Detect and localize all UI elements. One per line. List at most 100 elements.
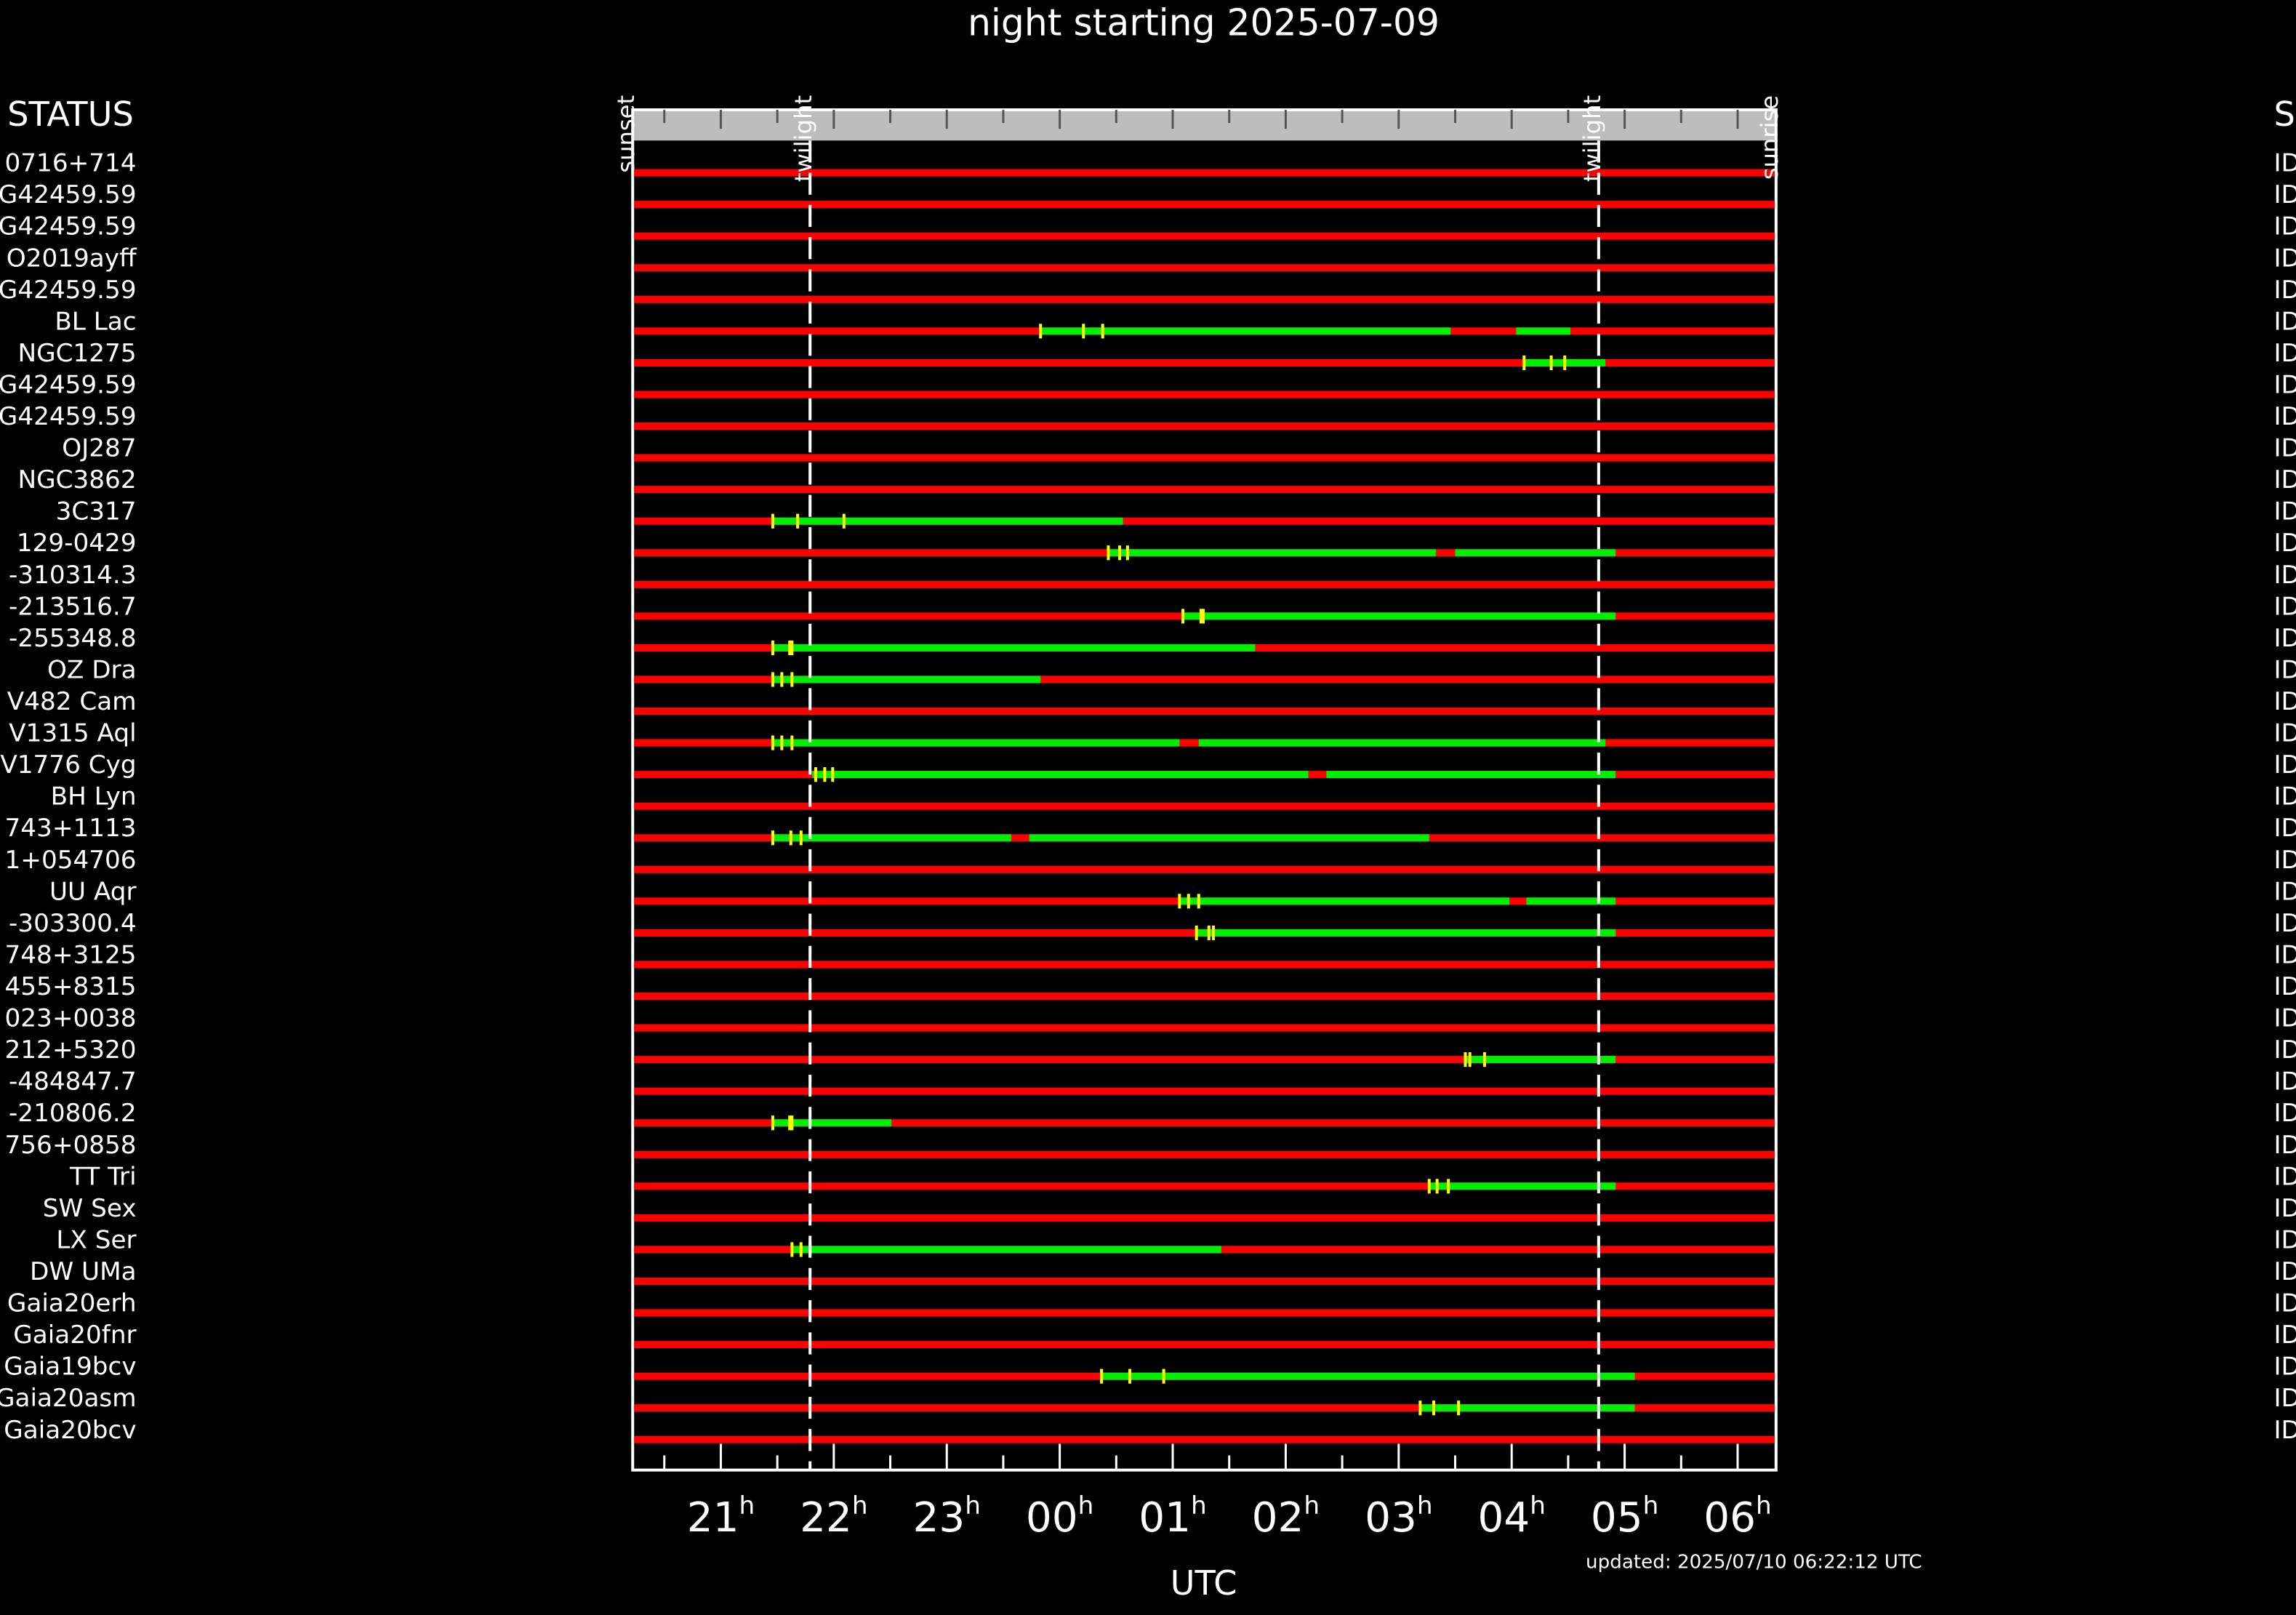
row-label: -484847.7 <box>9 1067 137 1097</box>
x-tick-label: 05h <box>1591 1491 1658 1542</box>
row-label: NGC1275 <box>18 339 137 368</box>
row-status: ID <box>2273 1321 2296 1350</box>
row-label: 756+0858 <box>5 1131 137 1160</box>
row-status: ID <box>2273 782 2296 811</box>
x-tick-label: 04h <box>1477 1491 1545 1542</box>
row-status: ID <box>2273 846 2296 875</box>
row-label: TT Tri <box>69 1162 137 1191</box>
observable-window <box>772 834 1011 842</box>
row-status: ID <box>2273 1225 2296 1254</box>
x-axis-label: UTC <box>1171 1563 1237 1603</box>
observable-window <box>1420 1404 1635 1412</box>
x-tick-unit: h <box>1530 1491 1546 1520</box>
x-tick-label: 06h <box>1703 1491 1771 1542</box>
observable-window <box>1182 612 1616 620</box>
row-status: ID <box>2273 180 2296 209</box>
row-label: G42459.59 <box>0 370 137 399</box>
row-status: ID <box>2273 1194 2296 1223</box>
x-tick-unit: h <box>852 1491 868 1520</box>
row-label: Gaia19bcv <box>4 1352 136 1382</box>
row-label: V1315 Aql <box>9 719 136 748</box>
row-label: V1776 Cyg <box>0 750 136 780</box>
x-tick-number: 03 <box>1365 1494 1417 1542</box>
row-status: ID <box>2273 465 2296 494</box>
row-status: ID <box>2273 1352 2296 1382</box>
row-label: 1+054706 <box>5 846 137 875</box>
observable-window <box>1429 1182 1616 1190</box>
x-tick-number: 00 <box>1026 1494 1078 1542</box>
row-label: OZ Dra <box>47 655 137 684</box>
row-label: V482 Cam <box>7 687 137 716</box>
row-status: ID <box>2273 655 2296 684</box>
x-tick-unit: h <box>1078 1491 1094 1520</box>
row-label: 129-0429 <box>17 529 137 558</box>
top-band <box>633 110 1776 141</box>
x-tick-unit: h <box>1304 1491 1320 1520</box>
row-label: UU Aqr <box>49 877 137 906</box>
observable-window <box>772 644 1256 652</box>
row-label: G42459.59 <box>0 212 137 241</box>
row-label: 3C317 <box>56 497 137 526</box>
row-label: -213516.7 <box>9 592 137 621</box>
x-tick-unit: h <box>1191 1491 1207 1520</box>
x-tick-number: 21 <box>687 1494 739 1542</box>
row-label: LX Ser <box>56 1225 137 1254</box>
marker-label: sunset <box>612 95 640 173</box>
row-status: ID <box>2273 1257 2296 1286</box>
row-status: ID <box>2273 529 2296 558</box>
observable-window <box>1526 897 1616 905</box>
row-label: -303300.4 <box>9 909 137 938</box>
row-label: G42459.59 <box>0 276 137 305</box>
row-status: ID <box>2273 1384 2296 1413</box>
x-tick-unit: h <box>739 1491 755 1520</box>
observable-window <box>812 771 1309 779</box>
row-status: ID <box>2273 592 2296 621</box>
row-label: O2019ayff <box>7 244 137 273</box>
observable-window <box>772 1119 892 1127</box>
row-label: BH Lyn <box>51 782 137 811</box>
row-label: -210806.2 <box>9 1099 137 1128</box>
observable-window <box>1108 549 1437 557</box>
row-status: ID <box>2273 307 2296 336</box>
chart-title: night starting 2025-07-09 <box>968 1 1440 44</box>
plot-frame <box>631 108 1778 1472</box>
marker-label: twilight <box>1578 95 1606 182</box>
row-status: ID <box>2273 402 2296 431</box>
row-status: ID <box>2273 687 2296 716</box>
row-status: ID <box>2273 370 2296 399</box>
row-status: ID <box>2273 339 2296 368</box>
row-label: 212+5320 <box>5 1035 137 1065</box>
observable-window <box>1101 1372 1635 1380</box>
observable-window <box>1040 327 1451 335</box>
row-label: Gaia20fnr <box>13 1321 137 1350</box>
row-label: Gaia20asm <box>0 1384 137 1413</box>
row-status: ID <box>2273 1289 2296 1318</box>
row-label: 023+0038 <box>5 1004 137 1033</box>
row-label: 743+1113 <box>5 814 137 843</box>
row-status: ID <box>2273 877 2296 906</box>
row-status: ID <box>2273 497 2296 526</box>
x-tick-label: 01h <box>1139 1491 1206 1542</box>
row-label: 0716+714 <box>5 149 137 178</box>
x-tick-number: 01 <box>1139 1494 1191 1542</box>
row-status: ID <box>2273 1004 2296 1033</box>
observable-window <box>1516 327 1571 335</box>
x-tick-unit: h <box>1417 1491 1433 1520</box>
observable-window <box>1029 834 1429 842</box>
row-status: ID <box>2273 624 2296 653</box>
x-tick-number: 05 <box>1591 1494 1643 1542</box>
observable-window <box>1198 739 1606 747</box>
observable-window <box>772 739 1180 747</box>
right-header: S <box>2273 95 2295 134</box>
observable-window <box>1465 1056 1616 1064</box>
x-tick-label: 22h <box>800 1491 867 1542</box>
row-status: ID <box>2273 149 2296 178</box>
observable-window <box>772 676 1041 684</box>
row-status: ID <box>2273 212 2296 241</box>
row-label: OJ287 <box>62 434 136 463</box>
left-header: STATUS <box>7 95 134 134</box>
row-label: 748+3125 <box>5 940 137 969</box>
x-tick-number: 22 <box>800 1494 852 1542</box>
x-tick-label: 21h <box>687 1491 755 1542</box>
row-status: ID <box>2273 1099 2296 1128</box>
